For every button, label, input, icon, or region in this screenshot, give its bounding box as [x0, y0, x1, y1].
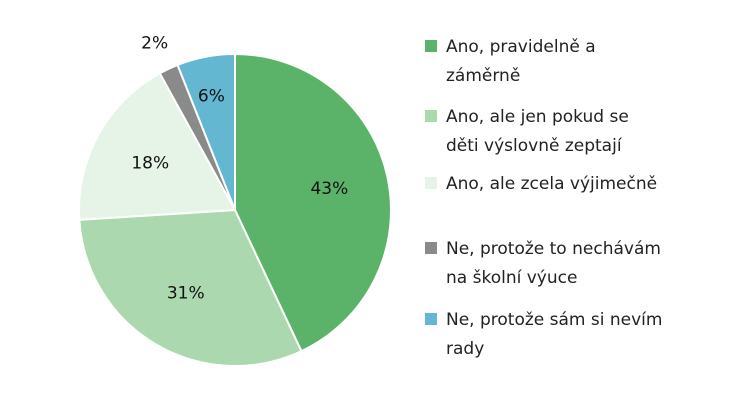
pie-slices: [78, 52, 392, 367]
legend-label-2-line-2: děti výslovně zeptají: [446, 136, 623, 156]
slice-value-label-1: 43%: [310, 179, 348, 199]
pie-slice-5: [176, 52, 236, 211]
pie-slice-3: [78, 71, 237, 221]
legend: Ano, pravidelně a záměrně Ano, ale jen pok…: [425, 37, 662, 359]
legend-label-2-line-1: Ano, ale jen pokud se: [446, 107, 629, 127]
legend-label-5-line-2: rady: [446, 339, 484, 359]
legend-label-1-line-2: záměrně: [446, 66, 520, 86]
pie-slice-1: [234, 52, 392, 353]
legend-swatch-1: [425, 40, 437, 52]
legend-swatch-3: [425, 177, 437, 189]
slice-value-label-5: 6%: [198, 87, 225, 107]
slice-value-label-2: 31%: [167, 283, 205, 303]
legend-label-4-line-2: na školní výuce: [446, 268, 577, 288]
legend-swatch-2: [425, 110, 437, 122]
legend-label-5-line-1: Ne, protože sám si nevím: [446, 310, 662, 330]
slice-value-label-3: 18%: [131, 153, 169, 173]
legend-label-1-line-1: Ano, pravidelně a: [446, 37, 596, 57]
legend-label-3-line-1: Ano, ale zcela výjimečně: [446, 174, 657, 194]
legend-swatch-5: [425, 313, 437, 325]
pie-labels: 43% 31% 18% 2% 6%: [131, 33, 348, 303]
pie-slice-2: [78, 208, 303, 367]
legend-swatch-4: [425, 242, 437, 254]
slice-value-label-4: 2%: [141, 33, 168, 53]
legend-label-4-line-1: Ne, protože to nechávám: [446, 239, 661, 259]
